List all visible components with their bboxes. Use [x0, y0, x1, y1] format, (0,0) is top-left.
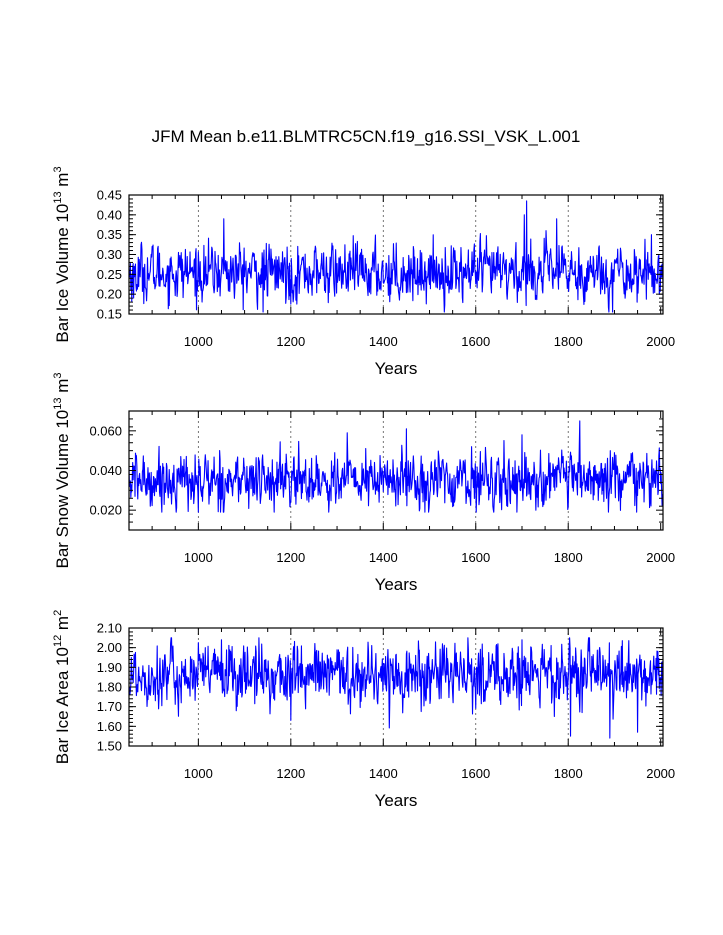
plot-frame	[128, 410, 664, 531]
y-tick-label: 2.00	[97, 640, 122, 655]
y-axis-label-unit: m	[53, 173, 72, 192]
y-tick-label: 2.10	[97, 621, 122, 636]
y-axis-label-text: Bar Ice Volume 10	[53, 204, 72, 343]
y-tick-label: 0.45	[97, 188, 122, 203]
x-axis-label: Years	[375, 575, 418, 594]
y-tick-label: 1.80	[97, 680, 122, 695]
x-tick-label: 1800	[554, 334, 583, 349]
x-tick-label: 1400	[369, 550, 398, 565]
series-line	[128, 200, 664, 313]
y-axis-label-exponent: 12	[52, 635, 64, 647]
x-axis-label: Years	[375, 359, 418, 378]
y-tick-label: 0.15	[97, 307, 122, 322]
y-tick-label: 0.30	[97, 247, 122, 262]
x-tick-label: 1200	[276, 550, 305, 565]
y-axis-label-text: Bar Snow Volume 10	[53, 410, 72, 569]
x-tick-label: 1000	[184, 766, 213, 781]
panel-1: 1000 1200 1400 1600 1800 2000 0.15 0.20 0.25 0.30…	[52, 166, 675, 378]
y-tick-label: 1.70	[97, 699, 122, 714]
x-tick-label: 1600	[461, 550, 490, 565]
panel-3: 1000 1200 1400 1600 1800 2000 1.50 1.60 1.70 1.80…	[52, 610, 675, 810]
panels: 1000 1200 1400 1600 1800 2000 0.15 0.20 0.25 0.30…	[52, 166, 675, 810]
x-axis-label: Years	[375, 791, 418, 810]
y-tick-label: 1.60	[97, 719, 122, 734]
y-axis-label-exponent: 13	[52, 191, 64, 203]
y-tick-label: 0.35	[97, 227, 122, 242]
x-tick-label: 2000	[646, 766, 675, 781]
y-axis-label-exponent: 13	[52, 398, 64, 410]
x-tick-label: 2000	[646, 334, 675, 349]
series-line	[128, 637, 664, 739]
x-tick-label: 1000	[184, 334, 213, 349]
x-tick-label: 1800	[554, 766, 583, 781]
x-tick-label: 1200	[276, 334, 305, 349]
y-tick-label: 0.25	[97, 267, 122, 282]
y-axis-label: Bar Ice Volume 1013 m3	[52, 166, 72, 342]
x-tick-label: 1400	[369, 766, 398, 781]
series-line	[128, 420, 664, 513]
y-axis-label-unit-exponent: 3	[52, 166, 64, 172]
y-axis-label: Bar Ice Area 1012 m2	[52, 610, 72, 764]
y-tick-label: 1.50	[97, 739, 122, 754]
y-tick-label: 0.40	[97, 207, 122, 222]
y-axis-label-unit-exponent: 2	[52, 610, 64, 616]
y-axis-label-text: Bar Ice Area 10	[53, 647, 72, 764]
x-tick-label: 1600	[461, 766, 490, 781]
panel-2: 1000 1200 1400 1600 1800 2000 0.020 0.040 0.060 Y…	[52, 372, 675, 594]
y-axis-label-unit: m	[53, 379, 72, 398]
y-tick-label: 0.040	[89, 463, 122, 478]
x-tick-label: 2000	[646, 550, 675, 565]
chart-title: JFM Mean b.e11.BLMTRC5CN.f19_g16.SSI_VSK…	[152, 127, 581, 146]
x-tick-label: 1200	[276, 766, 305, 781]
y-axis-label-unit: m	[53, 616, 72, 635]
y-tick-label: 0.060	[89, 423, 122, 438]
y-tick-label: 0.020	[89, 503, 122, 518]
x-tick-label: 1600	[461, 334, 490, 349]
y-axis-label-unit-exponent: 3	[52, 372, 64, 378]
y-tick-label: 1.90	[97, 660, 122, 675]
x-tick-label: 1400	[369, 334, 398, 349]
y-axis-label: Bar Snow Volume 1013 m3	[52, 372, 72, 568]
y-tick-label: 0.20	[97, 287, 122, 302]
x-tick-label: 1000	[184, 550, 213, 565]
x-tick-label: 1800	[554, 550, 583, 565]
